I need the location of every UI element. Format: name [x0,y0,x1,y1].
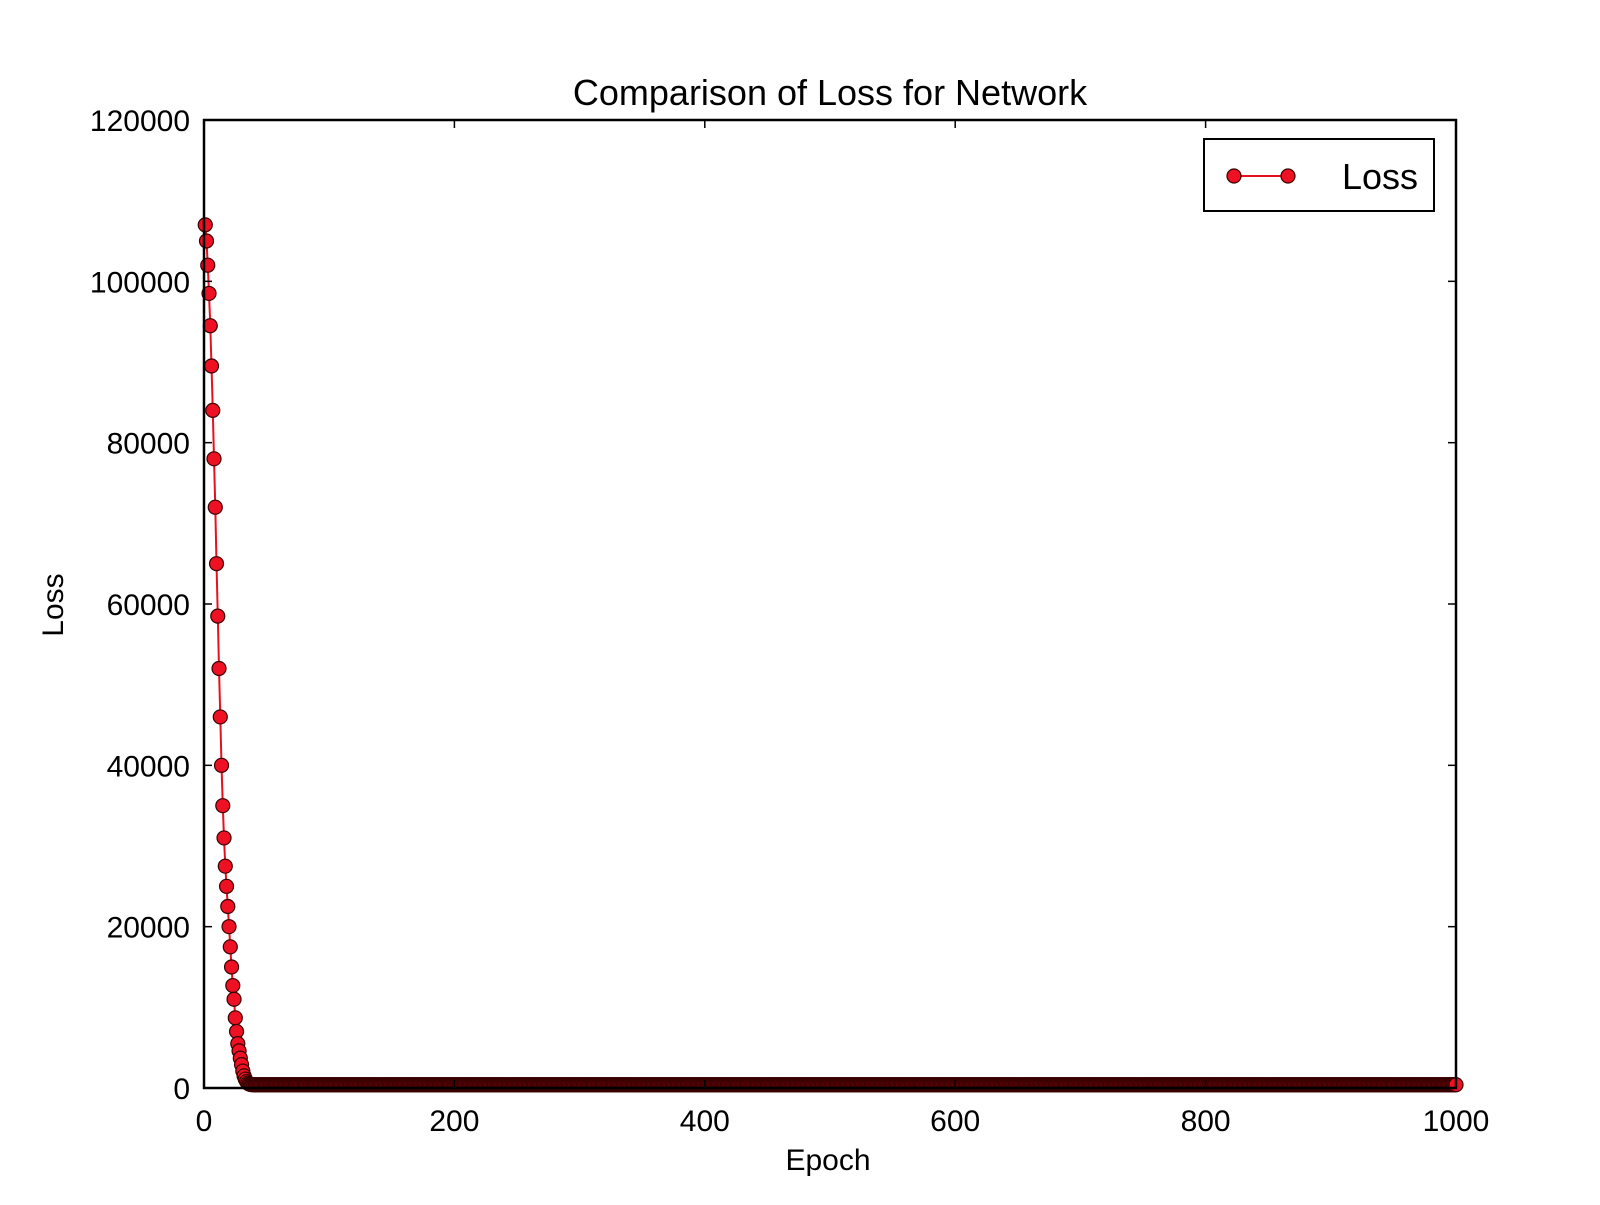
loss-point [207,499,223,515]
loss-point [212,709,228,725]
loss-series-line [204,224,1456,1086]
loss-point [203,358,220,374]
x-tick-label: 0 [196,1105,213,1138]
loss-point [215,798,231,814]
loss-point [227,1010,243,1026]
loss-point [226,991,242,1007]
y-tick-label: 100000 [90,266,190,299]
loss-point [211,660,227,677]
loss-point [197,217,213,233]
legend-marker [1226,168,1242,184]
loss-point [201,285,217,302]
loss-point [213,757,230,773]
loss-point [221,919,237,935]
x-tick-label: 800 [1181,1105,1231,1138]
y-tick-label: 60000 [107,589,190,622]
loss-point [210,608,226,624]
x-tick-label: 600 [930,1105,980,1138]
y-tick-label: 20000 [107,912,190,945]
chart-title: Comparison of Loss for Network [573,72,1088,113]
loss-point [206,451,222,467]
y-tick-label: 40000 [107,750,190,783]
loss-point [208,556,225,572]
loss-point [202,318,218,334]
series-layer [197,217,1464,1093]
loss-point [205,402,221,418]
loss-point [225,977,241,994]
loss-point [216,830,232,846]
legend-label: Loss [1342,156,1418,197]
ticks-layer: 0 200 400 600 800 1000 0 20000 40000 60000 80000 10… [90,105,1489,1138]
loss-point [223,959,240,975]
loss-point [220,898,236,915]
plot-frame [202,118,1458,1090]
x-tick-label: 400 [680,1105,730,1138]
loss-point [198,233,215,249]
y-tick-label: 120000 [90,105,190,138]
loss-point [217,858,233,874]
y-axis-label: Loss [37,573,70,636]
y-tick-label: 80000 [107,428,190,461]
y-tick-label: 0 [173,1073,190,1106]
loss-point [222,939,238,955]
x-tick-label: 200 [429,1105,479,1138]
x-axis-label: Epoch [785,1144,870,1177]
loss-point [218,878,235,894]
legend: Loss [1203,138,1435,212]
x-tick-label: 1000 [1423,1105,1490,1138]
legend-marker [1280,168,1296,184]
